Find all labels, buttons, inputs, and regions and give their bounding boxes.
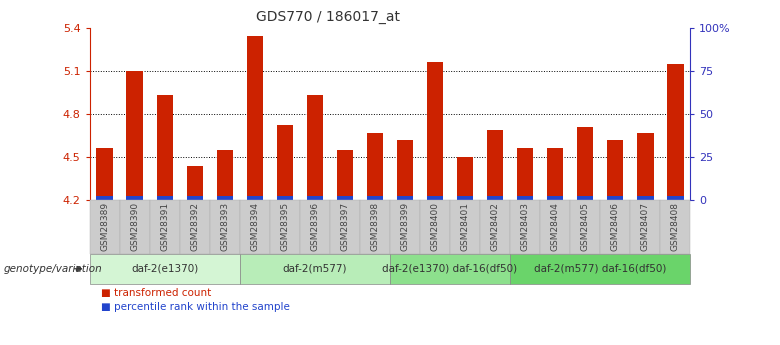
Bar bbox=[186, 196, 203, 200]
Text: daf-2(m577) daf-16(df50): daf-2(m577) daf-16(df50) bbox=[534, 264, 666, 274]
Text: GSM28400: GSM28400 bbox=[431, 202, 440, 252]
Bar bbox=[487, 196, 503, 200]
Text: GSM28403: GSM28403 bbox=[520, 202, 530, 252]
Text: GSM28405: GSM28405 bbox=[580, 202, 590, 252]
Text: daf-2(e1370) daf-16(df50): daf-2(e1370) daf-16(df50) bbox=[382, 264, 518, 274]
Bar bbox=[397, 140, 413, 200]
Bar bbox=[337, 150, 353, 200]
Bar bbox=[97, 148, 113, 200]
Text: genotype/variation: genotype/variation bbox=[4, 264, 103, 274]
Bar bbox=[277, 125, 293, 200]
Bar bbox=[667, 63, 683, 200]
Bar bbox=[186, 166, 203, 200]
Text: GSM28401: GSM28401 bbox=[460, 202, 470, 252]
Text: GSM28398: GSM28398 bbox=[370, 202, 380, 252]
Bar bbox=[307, 196, 323, 200]
Bar bbox=[637, 132, 654, 200]
Bar bbox=[397, 196, 413, 200]
Bar bbox=[487, 130, 503, 200]
Bar bbox=[217, 150, 233, 200]
Bar bbox=[246, 36, 263, 200]
Text: GSM28391: GSM28391 bbox=[160, 202, 169, 252]
Text: GSM28389: GSM28389 bbox=[100, 202, 109, 252]
Text: daf-2(e1370): daf-2(e1370) bbox=[131, 264, 198, 274]
Bar bbox=[157, 196, 173, 200]
Text: GSM28395: GSM28395 bbox=[280, 202, 289, 252]
Bar bbox=[367, 132, 383, 200]
Text: GSM28404: GSM28404 bbox=[551, 203, 560, 251]
Text: GSM28408: GSM28408 bbox=[671, 202, 680, 252]
Text: GSM28393: GSM28393 bbox=[220, 202, 229, 252]
Bar bbox=[246, 196, 263, 200]
Bar bbox=[607, 140, 623, 200]
Bar bbox=[457, 157, 473, 200]
Bar bbox=[126, 71, 143, 200]
Bar bbox=[126, 196, 143, 200]
Bar bbox=[427, 62, 443, 200]
Bar bbox=[667, 196, 683, 200]
Bar bbox=[337, 196, 353, 200]
Bar bbox=[517, 148, 534, 200]
Text: GSM28396: GSM28396 bbox=[310, 202, 320, 252]
Text: GSM28407: GSM28407 bbox=[640, 202, 650, 252]
Bar bbox=[607, 196, 623, 200]
Bar bbox=[97, 196, 113, 200]
Bar bbox=[427, 196, 443, 200]
Text: GSM28394: GSM28394 bbox=[250, 202, 260, 252]
Text: ■ percentile rank within the sample: ■ percentile rank within the sample bbox=[101, 303, 290, 312]
Text: GSM28402: GSM28402 bbox=[491, 203, 500, 251]
Text: GSM28397: GSM28397 bbox=[340, 202, 349, 252]
Text: GSM28392: GSM28392 bbox=[190, 202, 200, 252]
Bar bbox=[277, 196, 293, 200]
Bar bbox=[457, 196, 473, 200]
Bar bbox=[307, 95, 323, 200]
Bar bbox=[367, 196, 383, 200]
Text: GDS770 / 186017_at: GDS770 / 186017_at bbox=[256, 10, 399, 24]
Bar bbox=[547, 148, 563, 200]
Text: GSM28399: GSM28399 bbox=[400, 202, 410, 252]
Bar bbox=[157, 95, 173, 200]
Bar bbox=[637, 196, 654, 200]
Bar bbox=[517, 196, 534, 200]
Bar bbox=[577, 196, 594, 200]
Text: ■ transformed count: ■ transformed count bbox=[101, 288, 211, 297]
Text: GSM28390: GSM28390 bbox=[130, 202, 140, 252]
Bar bbox=[547, 196, 563, 200]
Text: GSM28406: GSM28406 bbox=[611, 202, 620, 252]
Bar bbox=[217, 196, 233, 200]
Text: daf-2(m577): daf-2(m577) bbox=[282, 264, 347, 274]
Bar bbox=[577, 127, 594, 200]
